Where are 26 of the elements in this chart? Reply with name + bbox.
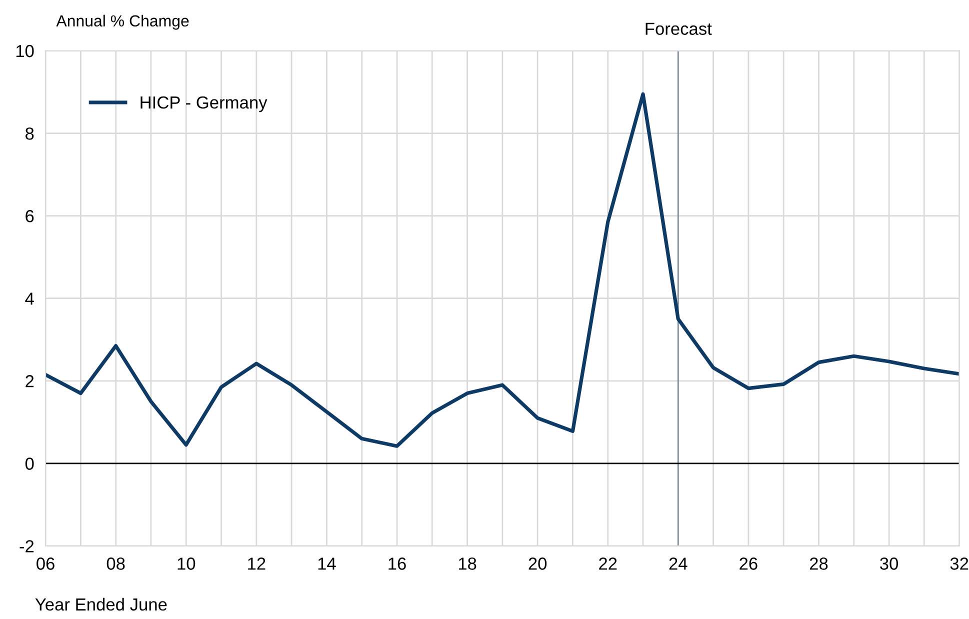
legend-label: HICP - Germany bbox=[140, 96, 268, 112]
y-tick-label: 2 bbox=[26, 375, 34, 388]
x-tick-label: 08 bbox=[106, 558, 125, 570]
y-tick-label: 8 bbox=[26, 127, 34, 140]
x-tick-label: 30 bbox=[880, 558, 898, 570]
x-tick-label: 16 bbox=[388, 558, 406, 570]
y-tick-label: 6 bbox=[26, 210, 34, 222]
x-tick-label: 26 bbox=[740, 558, 758, 570]
x-tick-label: 32 bbox=[950, 558, 968, 570]
line-series bbox=[46, 92, 960, 448]
x-tick-label: 28 bbox=[810, 558, 828, 570]
y-tick-label: -2 bbox=[20, 540, 34, 552]
y-tick-label: 10 bbox=[16, 44, 34, 58]
x-tick-label: 22 bbox=[599, 558, 617, 570]
x-axis-title: Year Ended June bbox=[35, 598, 167, 611]
y-axis-title: Annual % Chamge bbox=[56, 14, 189, 30]
x-tick-label: 20 bbox=[528, 558, 547, 570]
x-tick-label: 14 bbox=[318, 558, 336, 570]
x-tick-label: 10 bbox=[178, 558, 196, 570]
y-tick-label: 4 bbox=[25, 292, 34, 305]
x-tick-label: 12 bbox=[248, 558, 266, 570]
x-tick-label: 18 bbox=[458, 558, 476, 570]
ref-line-label: Forecast bbox=[646, 22, 712, 35]
x-tick-label: 06 bbox=[36, 558, 54, 570]
x-tick-label: 24 bbox=[669, 558, 688, 570]
y-tick-label: 0 bbox=[25, 458, 34, 470]
